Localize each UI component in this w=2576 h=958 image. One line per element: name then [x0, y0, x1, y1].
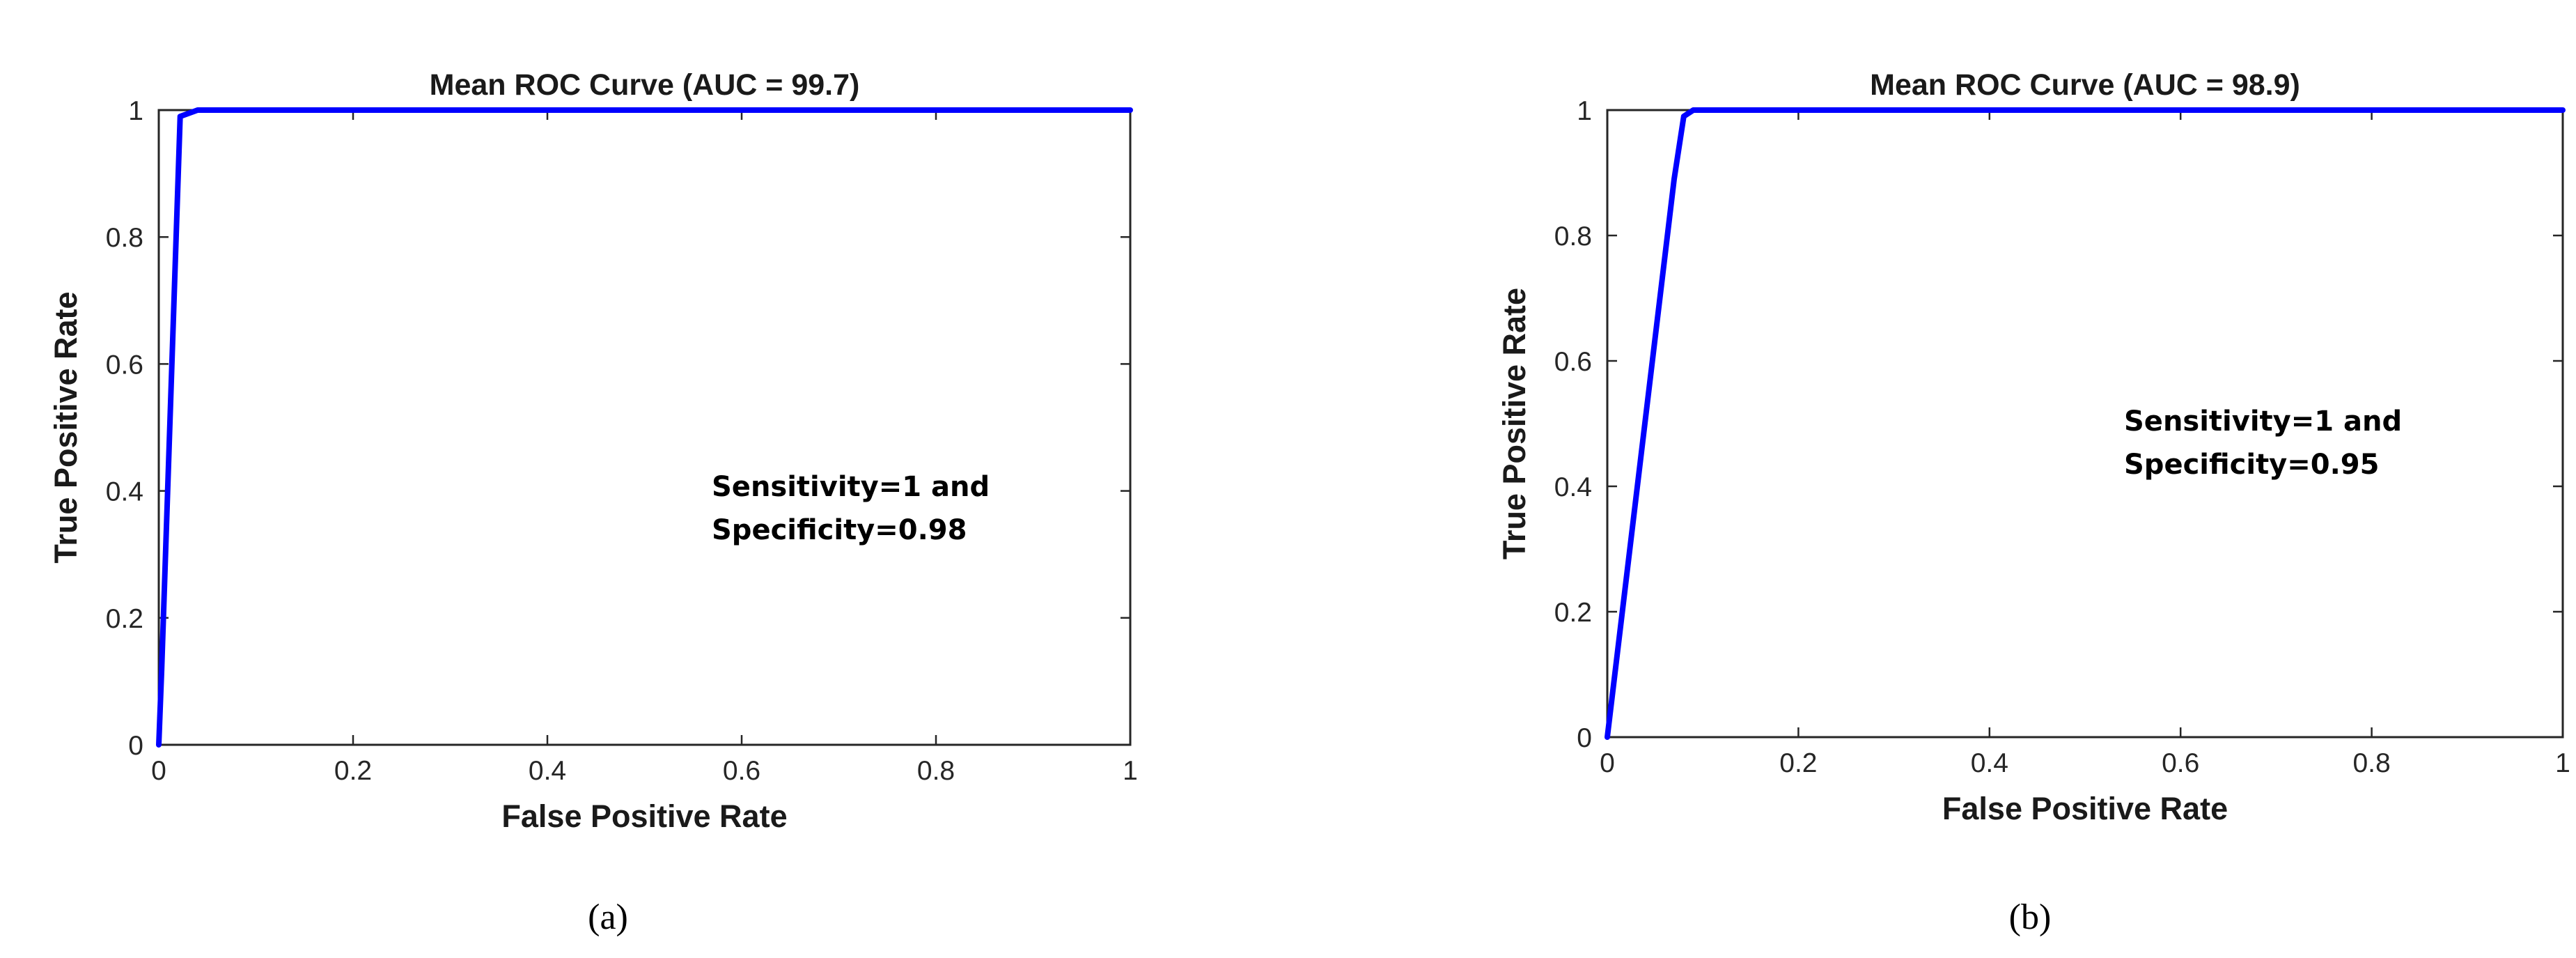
y-tick-label: 0.6	[106, 350, 143, 380]
x-tick-label: 0.2	[334, 756, 372, 786]
roc-curve-line	[1605, 107, 2566, 740]
y-axis-label: True Positive Rate	[48, 291, 84, 563]
x-tick-label: 0	[151, 756, 166, 786]
x-axis-label: False Positive Rate	[501, 798, 787, 834]
roc-panel-b: 0 0.2 0.4 0.6 0.8 1 0 0.2 0.4 0.6 0.8 1 Mean ROC Cur…	[1497, 68, 2570, 937]
chart-title: Mean ROC Curve (AUC = 99.7)	[430, 68, 860, 102]
annotation-line: Sensitivity=1 and	[2124, 405, 2402, 438]
y-axis-label: True Positive Rate	[1497, 288, 1532, 559]
annotation-line: Specificity=0.95	[2124, 449, 2379, 481]
x-tick-label: 0.2	[1779, 748, 1817, 778]
x-tick-label: 0.8	[917, 756, 955, 786]
x-tick-label: 0.6	[723, 756, 760, 786]
x-tick-label: 0	[1600, 748, 1615, 778]
y-tick-label: 0	[1577, 723, 1592, 753]
panel-label: (a)	[588, 897, 628, 937]
x-axis-label: False Positive Rate	[1942, 791, 2228, 826]
y-tick-label: 0.2	[106, 604, 143, 634]
x-tick-label: 0.8	[2352, 748, 2390, 778]
y-tick-label: 0	[128, 731, 143, 761]
roc-panel-a: 0 0.2 0.4 0.6 0.8 1 0 0.2 0.4 0.6 0.8 1 Mean ROC Cur…	[48, 68, 1138, 937]
x-tick-label: 0.4	[1971, 748, 2008, 778]
panel-label: (b)	[2009, 897, 2052, 937]
annotation-line: Sensitivity=1 and	[712, 471, 990, 503]
x-tick-label: 1	[2555, 748, 2570, 778]
y-tick-label: 1	[128, 96, 143, 126]
y-tick-label: 1	[1577, 96, 1592, 126]
x-tick-label: 1	[1123, 756, 1138, 786]
y-tick-label: 0.8	[106, 223, 143, 253]
chart-title: Mean ROC Curve (AUC = 98.9)	[1870, 68, 2300, 102]
plot-frame	[1606, 109, 2564, 739]
plot-frame	[157, 109, 1132, 746]
x-tick-label: 0.4	[529, 756, 566, 786]
annotation-line: Specificity=0.98	[712, 514, 967, 546]
x-tick-label: 0.6	[2162, 748, 2199, 778]
y-tick-label: 0.4	[1554, 472, 1592, 502]
y-tick-label: 0.4	[106, 477, 143, 507]
y-tick-label: 0.8	[1554, 222, 1592, 252]
roc-curve-line	[156, 107, 1133, 748]
y-tick-label: 0.6	[1554, 347, 1592, 377]
y-tick-label: 0.2	[1554, 598, 1592, 628]
